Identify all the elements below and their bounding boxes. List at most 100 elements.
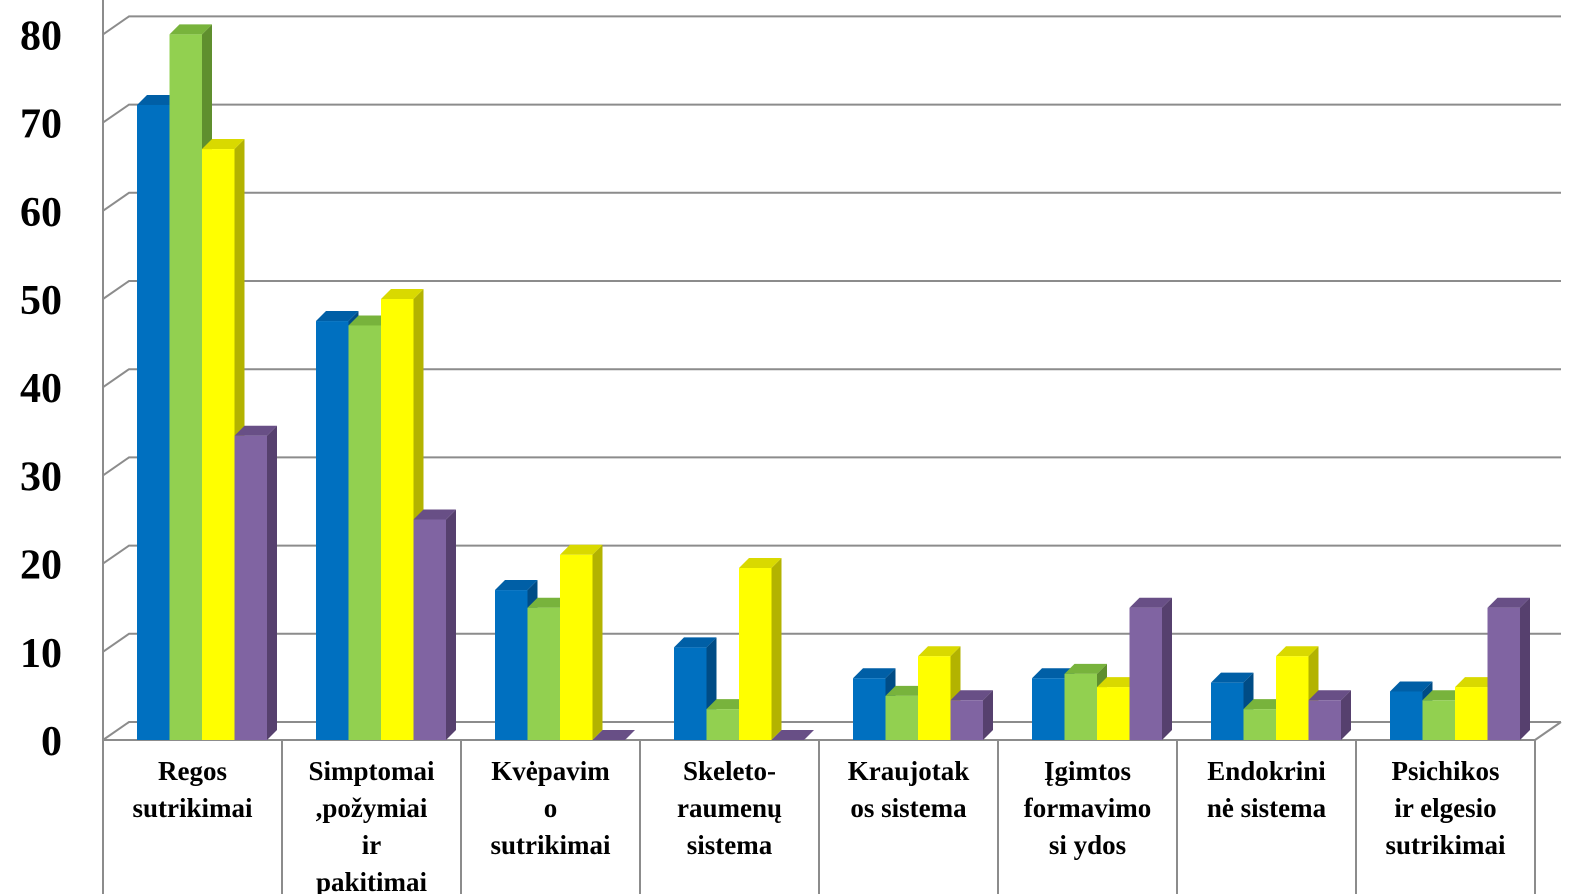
x-axis-categories: Regos sutrikimai Simptomai ,požymiai ir pakit…: [102, 740, 1536, 894]
bar-front: [1390, 691, 1423, 740]
bars-group: [137, 24, 1530, 740]
bar: [950, 690, 993, 740]
x-category-label: formavimo: [1024, 793, 1151, 823]
bar-top: [1308, 690, 1351, 701]
bar-front: [413, 519, 446, 740]
gridlines: [102, 15, 1561, 741]
x-category-label: os sistema: [850, 793, 967, 823]
gridline: [102, 544, 1561, 565]
gridline: [102, 15, 1561, 36]
gridline: [102, 280, 1561, 300]
y-tick-label: 30: [20, 454, 62, 500]
bar-front: [348, 325, 381, 740]
x-category-label: sutrikimai: [1385, 830, 1506, 860]
bar-top: [1487, 597, 1530, 608]
x-category-label: o: [544, 793, 558, 823]
x-category-label: si ydos: [1049, 830, 1126, 860]
bar-top: [348, 315, 391, 326]
x-category-label: Endokrini: [1207, 756, 1326, 786]
bar: [739, 558, 782, 740]
bar-front: [1211, 682, 1244, 740]
bar: [674, 637, 717, 740]
x-category-label: ir: [362, 830, 382, 860]
bar-front: [853, 678, 886, 740]
bar-front: [316, 321, 349, 740]
bar-top: [1064, 663, 1107, 674]
bar: [1129, 597, 1172, 740]
bar-front: [234, 435, 267, 740]
bar-front: [1032, 678, 1065, 740]
bar-front: [495, 590, 528, 740]
y-tick-label: 60: [20, 190, 62, 236]
bar-front: [527, 607, 560, 740]
x-category-label: Kraujotak: [848, 756, 970, 786]
bar-top: [495, 580, 538, 591]
bar-front: [1276, 656, 1309, 740]
bar: [592, 730, 635, 740]
bar-top: [592, 730, 635, 740]
y-tick-label: 0: [41, 719, 62, 765]
bar: [1487, 597, 1530, 740]
gridline: [102, 191, 1561, 212]
bar: [1308, 690, 1351, 740]
x-category-label: Simptomai: [308, 756, 435, 786]
bar-front: [1243, 709, 1276, 740]
x-category-label: Įgimtos: [1044, 756, 1131, 786]
y-tick-label: 40: [20, 366, 62, 412]
bar-top: [137, 94, 180, 105]
bar-side: [771, 558, 782, 740]
x-category-label: sistema: [687, 830, 773, 860]
bar-top: [527, 597, 570, 608]
bar-front: [950, 700, 983, 740]
bar-top: [1276, 646, 1319, 657]
bar-front: [1308, 700, 1341, 740]
bar-top: [1097, 677, 1140, 688]
y-axis-ticks: 0102030405060708090: [20, 13, 62, 765]
x-category-label: raumenų: [677, 793, 782, 823]
gridline: [102, 456, 1561, 477]
bar-top: [169, 24, 212, 35]
bar-side: [592, 544, 603, 740]
bar-side: [446, 509, 456, 740]
bar-front: [674, 647, 707, 740]
bar-front: [1455, 687, 1488, 740]
bar-front: [381, 299, 414, 740]
bar-top: [1129, 597, 1172, 608]
x-category-label: nė sistema: [1207, 793, 1327, 823]
bar-top: [1422, 690, 1465, 701]
bar-side: [1520, 597, 1530, 740]
bar-top: [560, 544, 603, 555]
bar-side: [983, 690, 993, 740]
bar-top: [706, 699, 749, 710]
x-category-label: pakitimai: [316, 867, 428, 894]
bar-top: [950, 690, 993, 701]
bar-front: [885, 695, 918, 740]
bar-front: [169, 34, 202, 740]
gridline: [102, 103, 1561, 124]
bar-front: [202, 149, 235, 740]
bar-front: [1097, 687, 1130, 740]
bar-top: [674, 637, 717, 648]
x-category-label: Skeleto-: [683, 756, 776, 786]
bar-top: [918, 646, 961, 657]
bar-front: [1422, 700, 1455, 740]
bar-side: [267, 425, 277, 740]
bar-top: [1390, 681, 1433, 692]
y-tick-label: 20: [20, 543, 62, 589]
gridline: [102, 368, 1561, 389]
bar-top: [1032, 668, 1075, 679]
x-category-label: sutrikimai: [490, 830, 611, 860]
bar-front: [1064, 673, 1097, 740]
bar: [234, 425, 277, 740]
y-tick-label: 10: [20, 631, 62, 677]
x-category-label: ir elgesio: [1394, 793, 1496, 823]
bar-top: [885, 685, 928, 696]
bar-side: [1341, 690, 1351, 740]
bar-top: [381, 289, 424, 299]
bar: [560, 544, 603, 740]
bar-top: [413, 509, 456, 520]
bar-top: [1211, 672, 1254, 683]
gridline: [102, 632, 1561, 653]
